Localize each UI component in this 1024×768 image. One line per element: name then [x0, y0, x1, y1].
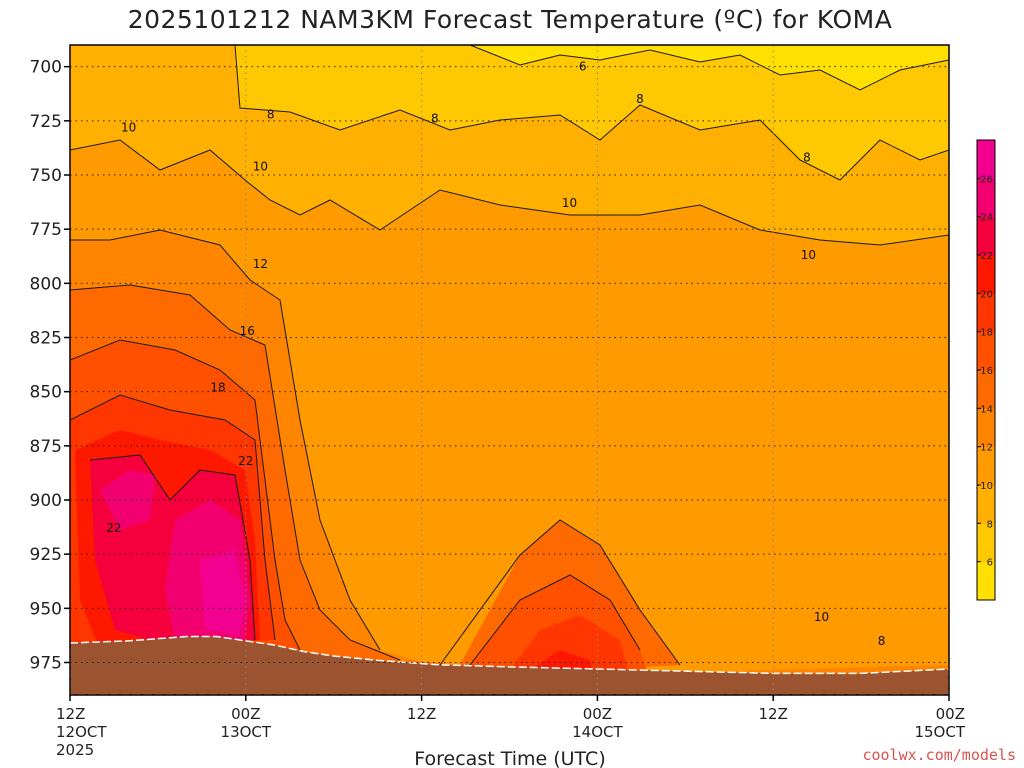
colorbar-segment: [977, 523, 995, 563]
contour-label: 8: [431, 112, 439, 126]
x-tick-date: 14OCT: [572, 723, 623, 741]
y-tick-label: 800: [30, 274, 62, 294]
colorbar-segment: [977, 140, 995, 179]
y-tick-label: 900: [30, 491, 62, 511]
colorbar-tick-label: 20: [980, 289, 993, 300]
y-tick-label: 775: [30, 220, 62, 240]
colorbar-tick-label: 12: [980, 443, 993, 454]
terrain-surface: [70, 635, 949, 695]
contour-label: 8: [267, 107, 275, 121]
colorbar-segment: [977, 216, 995, 256]
colorbar-tick-label: 10: [980, 481, 993, 492]
y-tick-label: 750: [30, 166, 62, 186]
x-tick-time: 12Z: [407, 705, 436, 723]
colorbar-tick-label: 16: [980, 366, 993, 377]
contour-label: 18: [210, 380, 225, 394]
y-tick-label: 850: [30, 383, 62, 403]
x-tick-time: 12Z: [759, 705, 788, 723]
contour-8: [70, 139, 949, 246]
contour-6: [70, 229, 381, 651]
y-tick-label: 875: [30, 437, 62, 457]
contour-label: 10: [562, 196, 577, 210]
temp-band-6-8: [70, 45, 949, 180]
colorbar-tick-label: 24: [980, 213, 993, 224]
grid-lines: [70, 45, 949, 695]
contour-warm-top: [234, 45, 949, 181]
contour-10: [70, 284, 401, 661]
x-tick-time: 12Z: [56, 705, 85, 723]
credit-text: coolwx.com/models: [862, 746, 1016, 764]
contour-label: 6: [579, 60, 587, 74]
contour-label: 8: [878, 634, 886, 648]
temp-band-26-28: [200, 550, 245, 635]
contour-warm-dome: [439, 519, 681, 666]
contour-16: [70, 339, 301, 651]
contour-label: 10: [801, 248, 816, 262]
contour-label: 12: [253, 257, 268, 271]
contour-lines: [70, 45, 949, 666]
colorbar-segment: [977, 370, 995, 409]
contour-22: [89, 454, 256, 641]
x-tick-date: 12OCT: [56, 723, 107, 741]
contour-label: 8: [636, 92, 644, 106]
colorbar-segment: [977, 178, 995, 218]
colorbar-segment: [977, 561, 995, 601]
plot-frame: [69, 44, 950, 696]
contour-warm-dome-inner: [469, 574, 641, 666]
y-tick-label: 700: [30, 58, 62, 78]
x-tick-date: 13OCT: [221, 723, 272, 741]
y-tick-label: 975: [30, 654, 62, 674]
contour-labels: 6 8 8 8 8 10 10 10 10 10 8 12 16 18 22 22: [106, 60, 885, 648]
contour-label: 22: [106, 521, 121, 535]
colorbar-segment: [977, 293, 995, 333]
x-tick-time: 00Z: [936, 705, 965, 723]
colorbar-segment: [977, 331, 995, 371]
colorbar-tick-label: 22: [980, 251, 993, 262]
colorbar-tick-label: 18: [980, 328, 993, 339]
colorbar-segment: [977, 485, 995, 524]
contour-label: 10: [814, 610, 829, 624]
colorbar-tick-label: 26: [980, 174, 993, 185]
temp-band-4-6: [470, 45, 949, 90]
x-tick-year: 2025: [56, 741, 94, 759]
x-tick-date: 15OCT: [914, 723, 965, 741]
y-tick-label: 950: [30, 599, 62, 619]
y-tick-label: 725: [30, 112, 62, 132]
colorbar-segment: [977, 255, 995, 294]
y-tick-label: 825: [30, 329, 62, 349]
x-tick-time: 00Z: [231, 705, 260, 723]
colorbar-segment: [977, 446, 995, 486]
colorbar: 6 8 10 12 14 16 18 20 22 24 26: [976, 139, 996, 601]
contour-label: 8: [803, 151, 811, 165]
x-tick-time: 00Z: [583, 705, 612, 723]
contour-label: 22: [238, 454, 253, 468]
contour-label: 10: [121, 120, 136, 134]
colorbar-tick-label: 6: [987, 558, 993, 569]
colorbar-tick-label: 14: [980, 404, 993, 415]
colorbar-segment: [977, 408, 995, 448]
contour-18: [70, 394, 276, 641]
chart-title: 2025101212 NAM3KM Forecast Temperature (…: [128, 5, 893, 34]
contour-label: 16: [240, 324, 255, 338]
y-axis: 700 725 750 775 800 825 850 875 900 925 950 975: [30, 58, 70, 674]
contour-cool-top: [469, 45, 949, 91]
x-axis-label: Forecast Time (UTC): [414, 748, 605, 768]
plot-area: 6 8 8 8 8 10 10 10 10 10 8 12 16 18 22 22: [70, 45, 949, 695]
y-tick-label: 925: [30, 545, 62, 565]
colorbar-tick-label: 8: [987, 519, 993, 530]
contour-label: 10: [253, 159, 268, 173]
